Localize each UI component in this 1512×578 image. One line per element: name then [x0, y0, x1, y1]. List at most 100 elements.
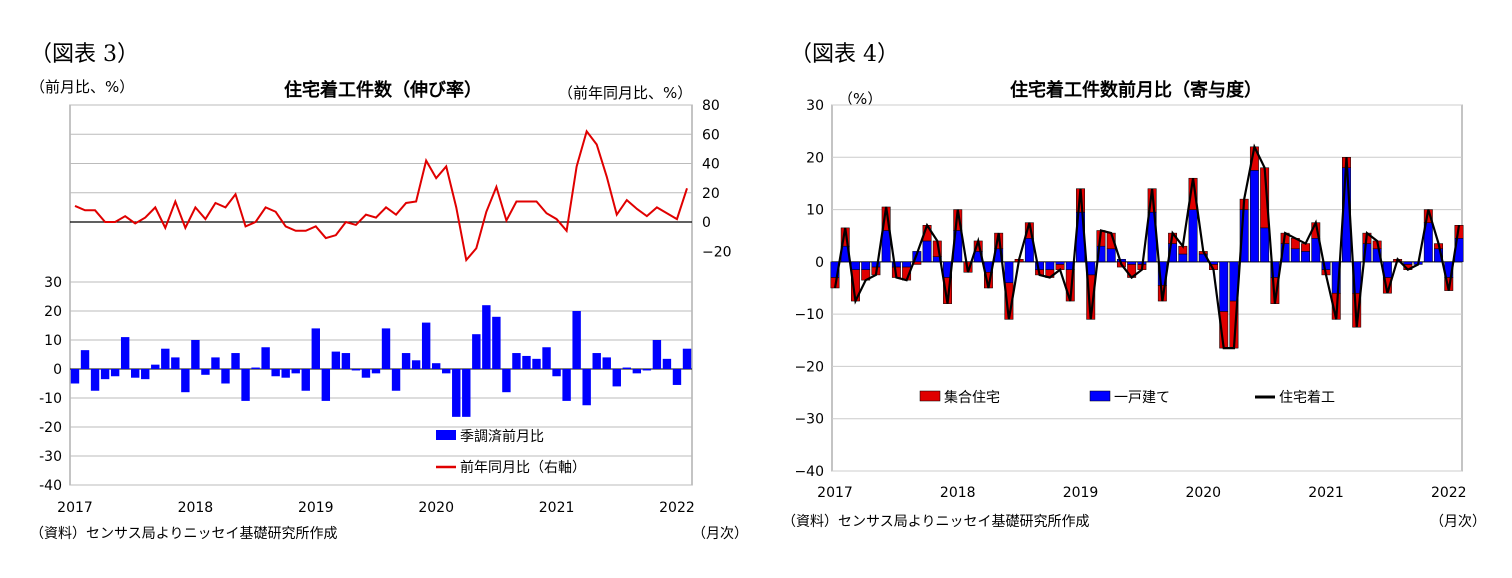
- bar: [562, 369, 571, 401]
- bar: [532, 358, 541, 369]
- left-axis-unit: （前月比、%）: [30, 78, 135, 96]
- bar: [90, 369, 100, 391]
- stacked-bar-segment: [881, 230, 891, 263]
- bar: [291, 369, 300, 374]
- x-tick-label: 2022: [1431, 485, 1467, 501]
- chart-title: 住宅着工件数前月比（寄与度）: [1010, 80, 1262, 101]
- x-tick-label: 2018: [178, 500, 214, 516]
- bar: [592, 353, 601, 369]
- bar: [110, 369, 120, 377]
- bar: [221, 369, 230, 384]
- stacked-bar-segment: [851, 261, 860, 270]
- right-axis-unit: （前年同月比、%）: [558, 84, 693, 102]
- bar: [281, 369, 290, 378]
- bar: [361, 369, 371, 378]
- y-left-tick-label: 30: [44, 275, 62, 291]
- y-right-tick-label: 40: [702, 157, 720, 173]
- stacked-bar-segment: [1188, 209, 1198, 263]
- bar: [472, 334, 481, 369]
- chart-panel-4: （図表 4） （%） 住宅着工件数前月比（寄与度） 30 20 10 0 −10 −20 −…: [760, 0, 1512, 578]
- x-tick-label: 2020: [1185, 485, 1221, 501]
- bar: [141, 369, 150, 380]
- bar: [442, 369, 451, 374]
- bar: [201, 369, 210, 375]
- y-left-tick-label: 10: [44, 333, 62, 349]
- source-note: （資料）センサス局よりニッセイ基礎研究所作成: [30, 526, 338, 542]
- figure-label: （図表 4）: [790, 42, 899, 67]
- stacked-bar-segment: [1178, 253, 1188, 263]
- bar: [351, 369, 361, 371]
- x-tick-label: 2019: [298, 500, 334, 516]
- bar: [572, 311, 581, 369]
- chart-plot-4: 30 20 10 0 −10 −20 −30 −40 2017 2018 2019 2020 2021 2…: [794, 98, 1467, 501]
- y-tick-label: 10: [806, 203, 824, 219]
- stacked-bar-segment: [1045, 261, 1055, 270]
- bar: [662, 358, 672, 369]
- x-axis-unit: （月次）: [692, 526, 748, 542]
- y-left-tick-label: 0: [53, 362, 62, 378]
- y-left-tick-label: -30: [39, 449, 62, 465]
- y-left-tick-label: -20: [39, 420, 62, 436]
- legend-swatch-bar: [436, 430, 456, 440]
- bar: [130, 369, 140, 378]
- bar: [642, 369, 652, 371]
- series-line: [833, 143, 1461, 350]
- bar: [622, 367, 632, 369]
- y-right-tick-label: 0: [702, 215, 711, 231]
- bar: [100, 369, 110, 380]
- legend-label: 住宅着工: [1279, 390, 1335, 406]
- x-tick-label: 2022: [659, 500, 695, 516]
- bar: [191, 340, 200, 369]
- bar: [452, 369, 461, 417]
- y-right-tick-label: 60: [702, 127, 720, 143]
- bar: [231, 353, 240, 369]
- bar: [241, 369, 250, 401]
- stacked-bar-segment: [1219, 261, 1229, 312]
- y-tick-label: 0: [815, 255, 824, 271]
- bar: [612, 369, 621, 387]
- bar: [251, 367, 260, 369]
- y-tick-label: −30: [794, 412, 824, 428]
- bar: [421, 322, 431, 369]
- bar: [120, 337, 130, 369]
- legend-swatch: [1089, 390, 1111, 402]
- bar: [582, 369, 591, 406]
- bar: [512, 353, 521, 369]
- y-tick-label: 20: [806, 150, 824, 166]
- bar: [171, 357, 180, 369]
- bar: [682, 348, 692, 369]
- bar: [462, 369, 471, 417]
- y-tick-label: 30: [806, 98, 824, 114]
- bar: [431, 363, 441, 369]
- bar: [321, 369, 331, 401]
- y-left-tick-label: -40: [39, 478, 62, 494]
- left-axis-unit: （%）: [838, 90, 883, 108]
- bar: [381, 328, 391, 369]
- y-right-tick-label: 20: [702, 186, 720, 202]
- bar: [502, 369, 511, 393]
- x-tick-label: 2021: [539, 500, 575, 516]
- y-right-tick-label: −20: [702, 244, 732, 260]
- stacked-bar-segment: [1290, 248, 1300, 263]
- bar: [632, 369, 642, 374]
- bar: [371, 369, 381, 374]
- legend-label: 集合住宅: [944, 389, 1000, 406]
- bar: [602, 357, 611, 369]
- stacked-bar-segment: [1249, 170, 1259, 263]
- x-tick-label: 2021: [1308, 485, 1344, 501]
- stacked-bar-segment: [1403, 261, 1413, 265]
- figure-label: （図表 3）: [30, 42, 139, 67]
- x-tick-label: 2018: [940, 485, 976, 501]
- y-right-tick-label: 80: [702, 98, 720, 114]
- y-left-tick-label: -10: [39, 391, 62, 407]
- stacked-bar-segment: [861, 261, 871, 270]
- y-tick-label: −10: [794, 307, 824, 323]
- bar: [401, 353, 411, 369]
- bar: [411, 360, 421, 369]
- chart-panel-3: （図表 3） （前月比、%） 住宅着工件数（伸び率） （前年同月比、%） 30 2…: [30, 42, 748, 542]
- bar: [331, 351, 341, 369]
- bar: [80, 350, 90, 369]
- plot-frame: [831, 104, 1463, 472]
- bar: [482, 305, 491, 369]
- y-tick-label: −20: [794, 359, 824, 375]
